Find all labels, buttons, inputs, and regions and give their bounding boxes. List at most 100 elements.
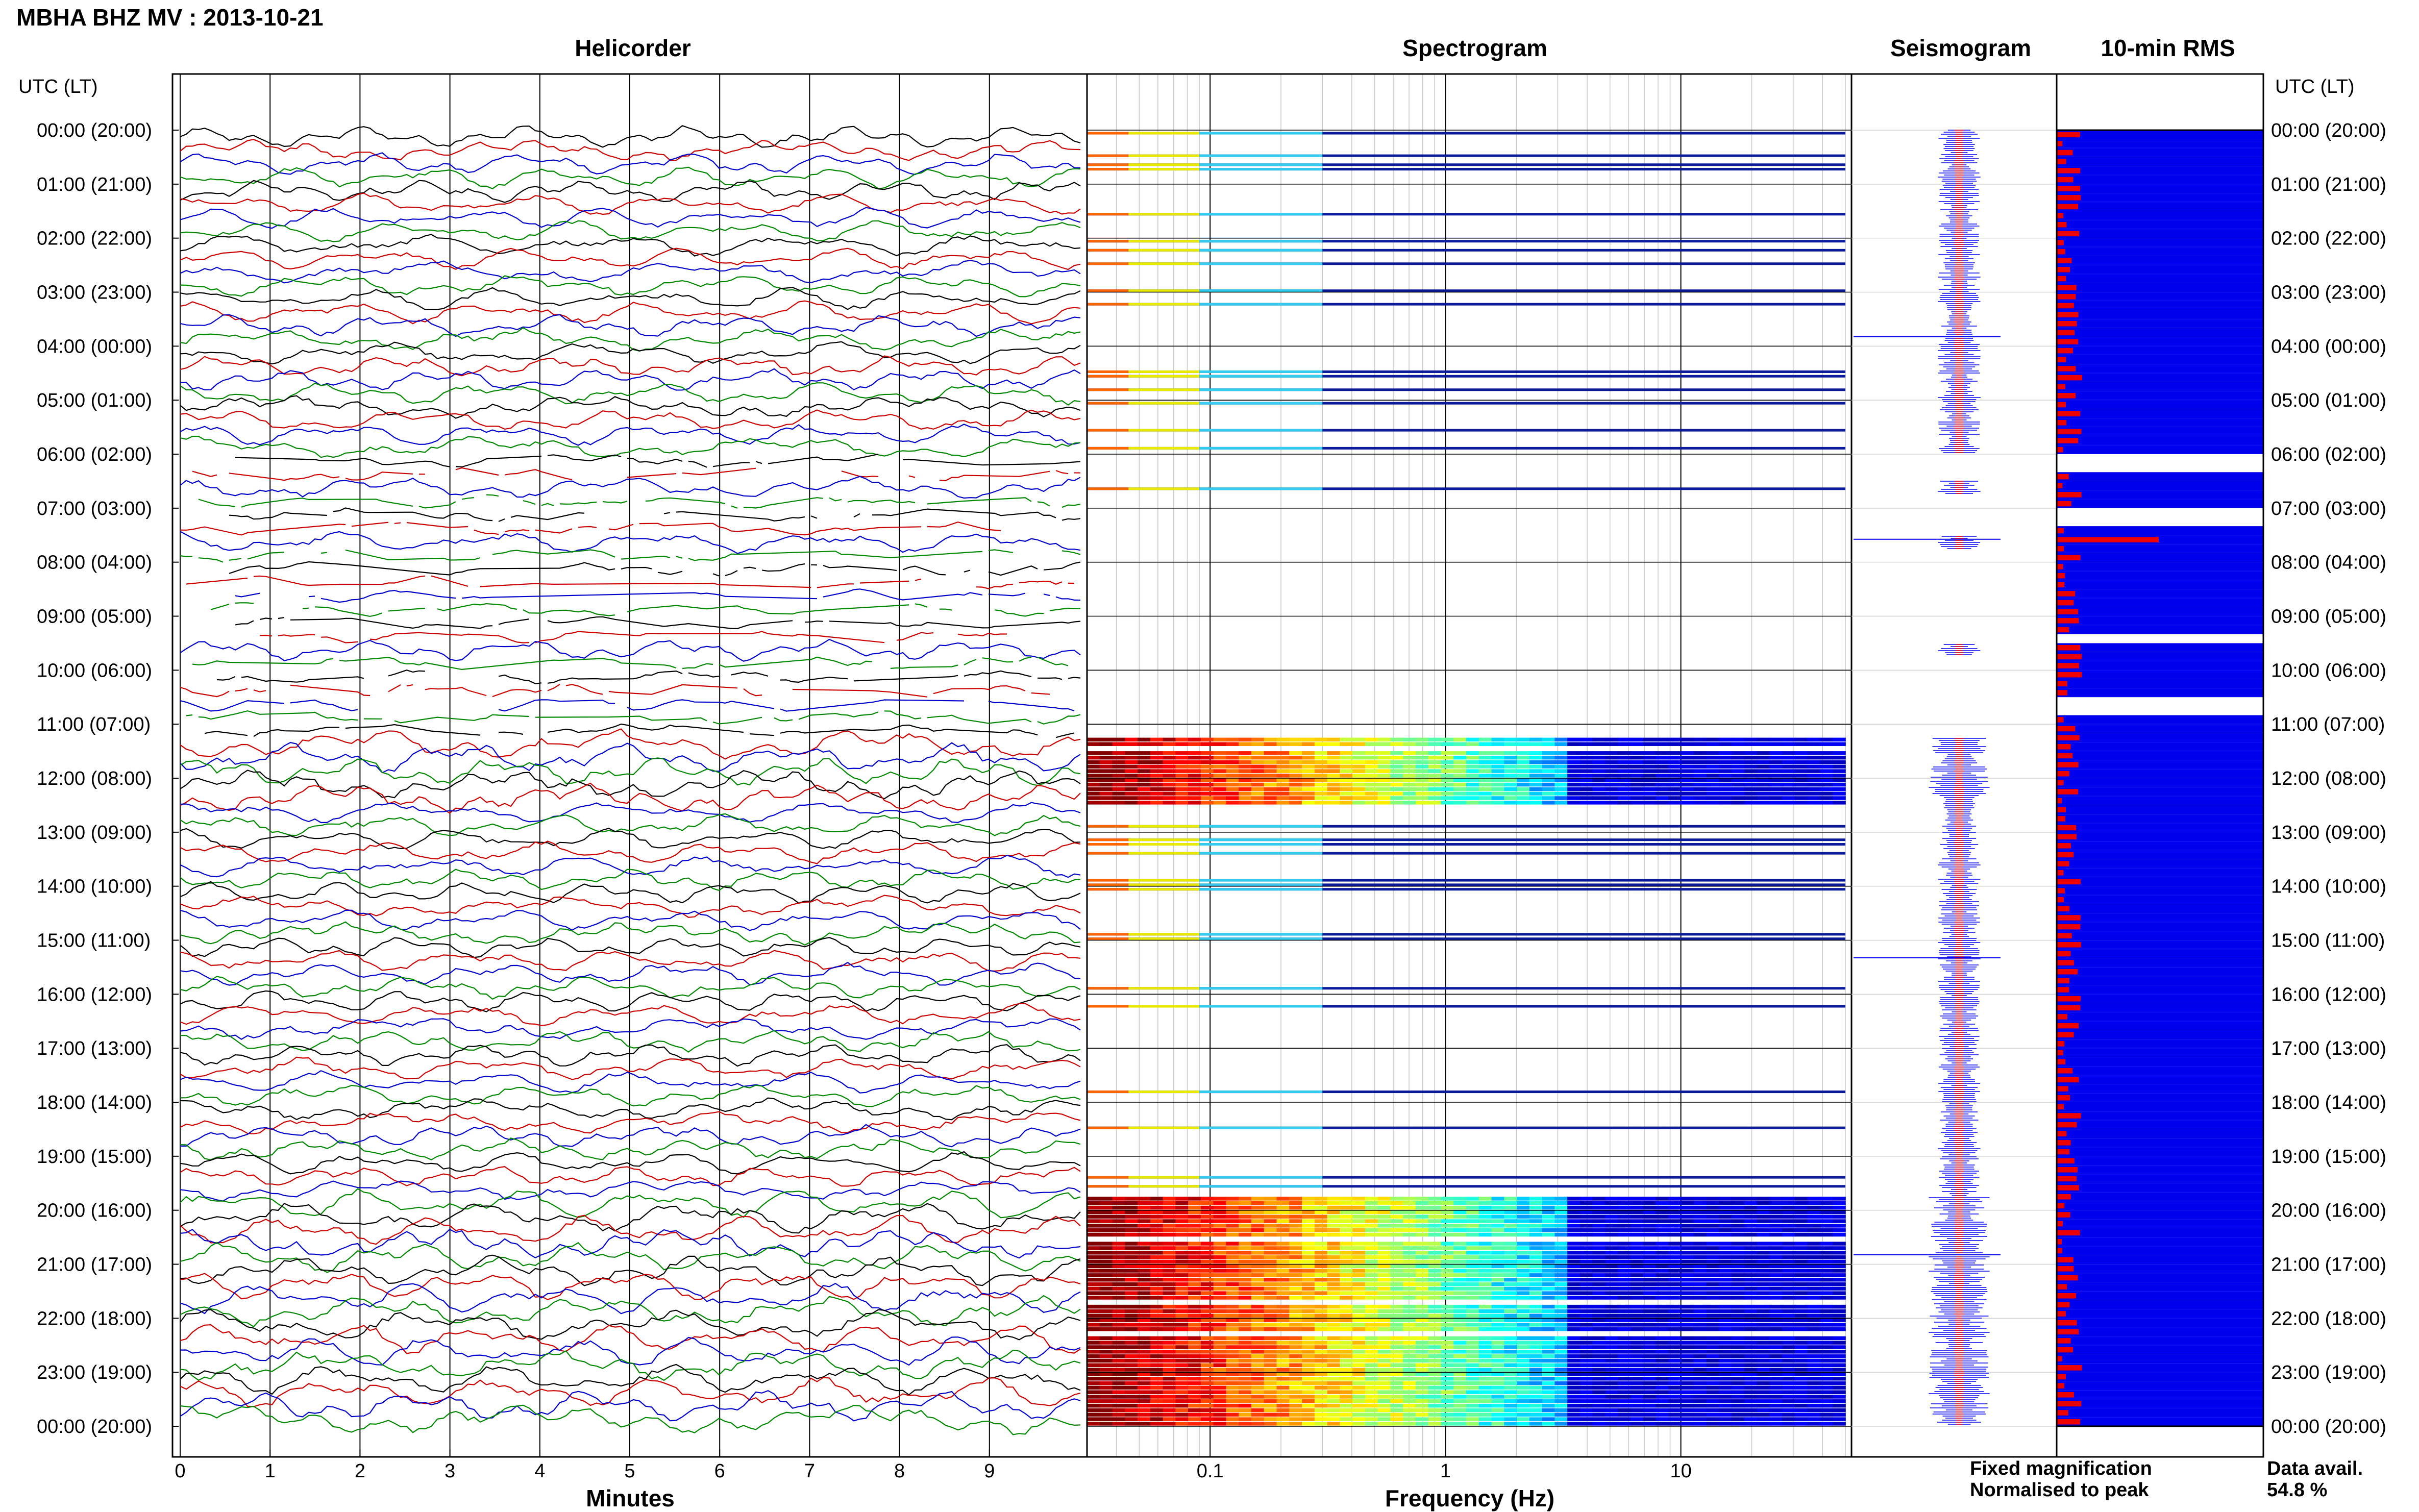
helicorder-trace — [180, 990, 1081, 1012]
spectrogram-cell — [1163, 1417, 1176, 1421]
spectrogram-cell — [1327, 1304, 1341, 1309]
spectrogram-cell — [1125, 1214, 1138, 1219]
spectrogram-cell — [1340, 1417, 1353, 1421]
rms-bar — [2057, 319, 2263, 329]
spectrogram-cell — [1403, 1224, 1416, 1228]
rms-peak-bar — [2057, 501, 2071, 507]
rms-bar — [2057, 517, 2263, 527]
spectrogram-cell — [1200, 760, 1214, 764]
rms-bar — [2057, 1264, 2263, 1274]
spectrogram-cell — [1163, 1363, 1176, 1368]
rms-bar — [2057, 958, 2263, 968]
spectrogram-cell — [1175, 1246, 1189, 1250]
rms-bar — [2057, 1183, 2263, 1193]
spectrogram-cell — [1833, 1403, 1846, 1408]
spectrogram-cell — [1466, 1417, 1479, 1421]
spectrogram-cell — [1517, 1197, 1530, 1201]
spectrogram-cell — [1630, 1381, 1644, 1385]
spectrogram-cell — [1453, 1224, 1467, 1228]
spectrogram-cell — [1264, 774, 1277, 778]
rms-peak-bar — [2057, 411, 2081, 416]
spectrogram-cell — [1668, 1309, 1682, 1313]
spectrogram-cell — [1327, 782, 1341, 787]
spectrogram-cell — [1491, 1395, 1505, 1399]
spectrogram-cell — [1264, 1399, 1277, 1403]
helicorder-trace — [180, 1124, 1081, 1148]
spectrogram-cell — [1239, 1323, 1252, 1327]
spectrogram-cell — [1213, 778, 1227, 782]
time-label-right: 05:00 (01:00) — [2271, 390, 2386, 411]
spectrogram-cell — [1517, 1395, 1530, 1399]
spectrogram-cell — [1365, 1327, 1378, 1331]
spectrogram-cell — [1820, 1412, 1834, 1417]
spectrogram-cell — [1365, 778, 1378, 782]
spectrogram-cell — [1188, 742, 1201, 746]
spectrogram-cell — [1744, 1336, 1758, 1341]
spectrogram-cell — [1138, 1205, 1151, 1210]
spectrogram-cell — [1377, 760, 1391, 764]
spectrogram-cell — [1630, 1350, 1644, 1354]
spectrogram-cell — [1478, 791, 1492, 796]
spectrogram-cell — [1251, 1372, 1265, 1376]
spectrogram-cell — [1365, 1368, 1378, 1372]
spectrogram-cell — [1340, 1205, 1353, 1210]
spectrogram-cell — [1163, 1259, 1176, 1264]
spectrogram-cell — [1302, 782, 1315, 787]
spectrogram-cell — [1163, 1358, 1176, 1363]
spectrogram-cell — [1833, 755, 1846, 760]
spectrogram-cell — [1327, 787, 1341, 791]
helicorder-trace — [180, 1070, 1081, 1094]
spectrogram-cell — [1491, 1417, 1505, 1421]
spectrogram-cell — [1794, 1214, 1808, 1219]
spectrogram-cell — [1491, 1341, 1505, 1345]
time-label-right: 20:00 (16:00) — [2271, 1200, 2386, 1222]
spectrogram-cell — [1668, 796, 1682, 800]
spectrogram-cell — [1188, 1408, 1201, 1412]
time-label-right: 12:00 (08:00) — [2271, 768, 2386, 789]
spectrogram-cell — [1567, 1246, 1581, 1250]
spectrogram-cell — [1314, 1399, 1328, 1403]
spectrogram-cell — [1200, 1358, 1214, 1363]
spectrogram-cell — [1175, 1251, 1189, 1255]
spectrogram-cell — [1390, 796, 1403, 800]
spectrogram-cell — [1618, 1385, 1631, 1390]
rms-peak-bar — [2057, 1212, 2070, 1218]
spectrogram-cell — [1579, 1422, 1593, 1426]
spectrogram-cell — [1706, 1269, 1720, 1273]
spectrogram-cell — [1289, 1264, 1302, 1268]
spectrogram-cell — [1478, 751, 1492, 755]
spectrogram-cell — [1567, 1408, 1581, 1412]
spectrogram-cell — [1554, 1264, 1568, 1268]
spectrogram-cell — [1163, 1309, 1176, 1313]
spectrogram-cell — [1529, 1313, 1543, 1318]
spectrogram-cell — [1226, 1242, 1239, 1246]
spectrogram-cell — [1820, 1282, 1834, 1286]
spectrogram-cell — [1200, 1282, 1214, 1286]
spectrogram-cell — [1592, 1296, 1606, 1300]
spectrogram-cell — [1478, 1232, 1492, 1237]
spectrogram-cell — [1529, 1385, 1543, 1390]
spectrogram-cell — [1618, 742, 1631, 746]
spectrogram-cell — [1592, 796, 1606, 800]
spectrogram-cell — [1377, 1385, 1391, 1390]
spectrogram-cell — [1340, 1358, 1353, 1363]
spectrogram-cell — [1542, 742, 1556, 746]
spectrogram-cell — [1340, 1395, 1353, 1399]
spectrogram-cell — [1529, 1390, 1543, 1394]
spectrogram-cell — [1327, 1381, 1341, 1385]
spectrogram-cell — [1175, 1282, 1189, 1286]
spectrogram-line — [1087, 933, 1845, 936]
spectrogram-cell — [1782, 1246, 1795, 1250]
spectrogram-cell — [1794, 1296, 1808, 1300]
spectrogram-cell — [1390, 1390, 1403, 1394]
spectrogram-cell — [1579, 1403, 1593, 1408]
rms-peak-bar — [2057, 996, 2081, 1002]
spectrogram-cell — [1554, 1390, 1568, 1394]
spectrogram-cell — [1630, 1363, 1644, 1368]
spectrogram-cell — [1239, 1376, 1252, 1381]
spectrogram-cell — [1327, 1417, 1341, 1421]
spectrogram-cell — [1200, 1412, 1214, 1417]
spectrogram-cell — [1390, 1318, 1403, 1322]
spectrogram-cell — [1441, 1345, 1454, 1349]
spectrogram-cell — [1365, 1269, 1378, 1273]
